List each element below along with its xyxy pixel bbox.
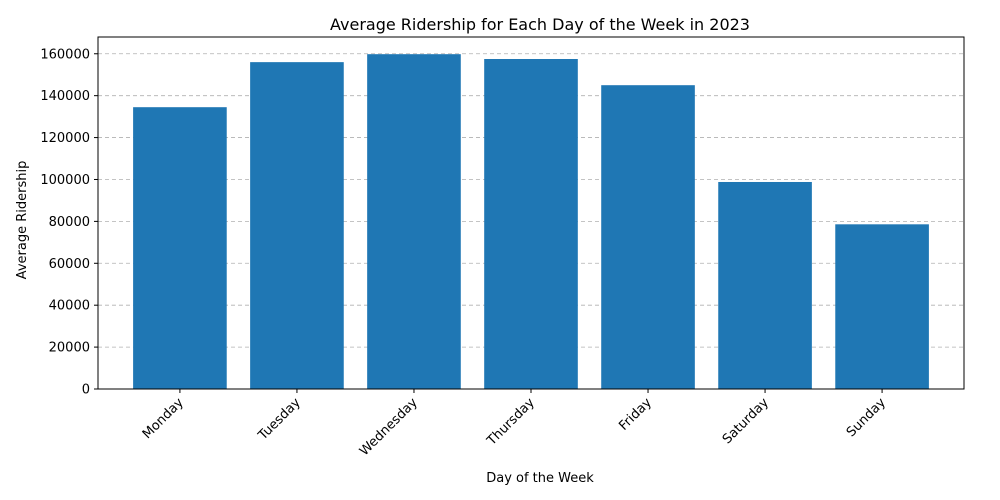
x-tick-label-monday: Monday	[140, 395, 187, 442]
x-tick-label-friday: Friday	[616, 395, 655, 434]
chart-title: Average Ridership for Each Day of the We…	[330, 15, 750, 34]
bar-sunday	[835, 224, 929, 389]
x-tick-label-tuesday: Tuesday	[255, 395, 304, 444]
y-tick-label: 120000	[40, 131, 90, 146]
y-axis-ticks: 0 20000 40000 60000 80000 100000 120000 140000 1…	[40, 47, 98, 398]
x-axis-ticks: Monday Tuesday Wednesday Thursday Friday Satu…	[140, 389, 889, 459]
y-tick-label: 20000	[49, 341, 90, 356]
bar-tuesday	[250, 62, 344, 390]
y-tick-label: 140000	[40, 89, 90, 104]
y-tick-label: 80000	[49, 215, 90, 230]
bar-wednesday	[367, 54, 461, 389]
y-tick-label: 0	[82, 383, 90, 398]
bars	[133, 54, 929, 390]
y-axis-title: Average Ridership	[15, 161, 30, 280]
y-tick-label: 60000	[49, 257, 90, 272]
x-tick-label-sunday: Sunday	[844, 395, 889, 440]
bar-friday	[601, 85, 695, 389]
bar-monday	[133, 107, 227, 389]
x-tick-label-saturday: Saturday	[720, 395, 772, 447]
x-tick-label-wednesday: Wednesday	[357, 395, 421, 459]
x-tick-label-thursday: Thursday	[484, 395, 538, 449]
y-tick-label: 160000	[40, 47, 90, 62]
x-axis-title: Day of the Week	[486, 471, 594, 486]
y-tick-label: 100000	[40, 173, 90, 188]
bar-thursday	[484, 59, 578, 389]
y-tick-label: 40000	[49, 299, 90, 314]
bar-saturday	[718, 181, 812, 389]
